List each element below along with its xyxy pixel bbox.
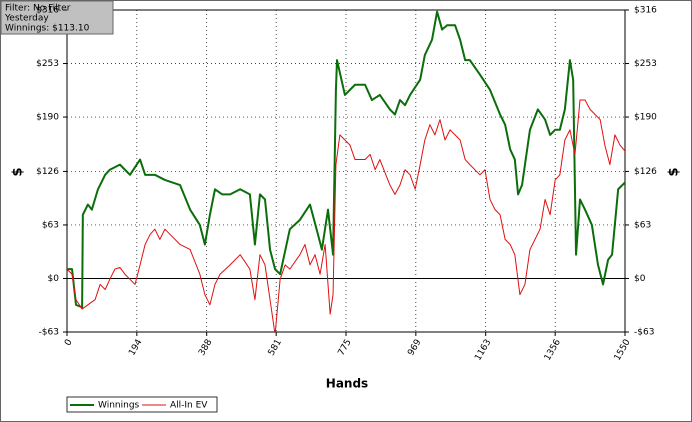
y-tick-label: $63 [42, 220, 59, 230]
y2-tick-label: $0 [634, 274, 646, 284]
legend-label: Winnings [98, 401, 140, 411]
info-text: Yesterday [4, 14, 49, 24]
series-line [67, 10, 625, 309]
x-axis-title: Hands [326, 377, 368, 391]
info-text: Winnings: $113.10 [5, 24, 90, 34]
info-box [0, 0, 114, 35]
y2-axis-title: $ [667, 167, 682, 176]
y2-tick-label: $63 [634, 220, 651, 230]
y2-tick-label: $316 [634, 6, 657, 16]
legend-label: All-In EV [170, 401, 208, 411]
y-tick-label: $253 [36, 59, 59, 69]
y2-tick-label: -$63 [634, 328, 654, 338]
info-text: Filter: No Filter [5, 4, 71, 14]
y2-tick-label: $253 [634, 59, 657, 69]
y-tick-label: $0 [48, 274, 60, 284]
y-tick-label: $190 [36, 113, 59, 123]
y2-tick-label: $190 [634, 113, 657, 123]
series-line [67, 99, 625, 332]
y-tick-label: $126 [36, 167, 59, 177]
x-tick-label: 0 [63, 338, 75, 348]
y2-tick-label: $126 [634, 167, 657, 177]
y-tick-label: $316 [36, 6, 59, 16]
y-tick-label: -$63 [39, 328, 59, 338]
y-axis-title: $ [11, 167, 26, 176]
